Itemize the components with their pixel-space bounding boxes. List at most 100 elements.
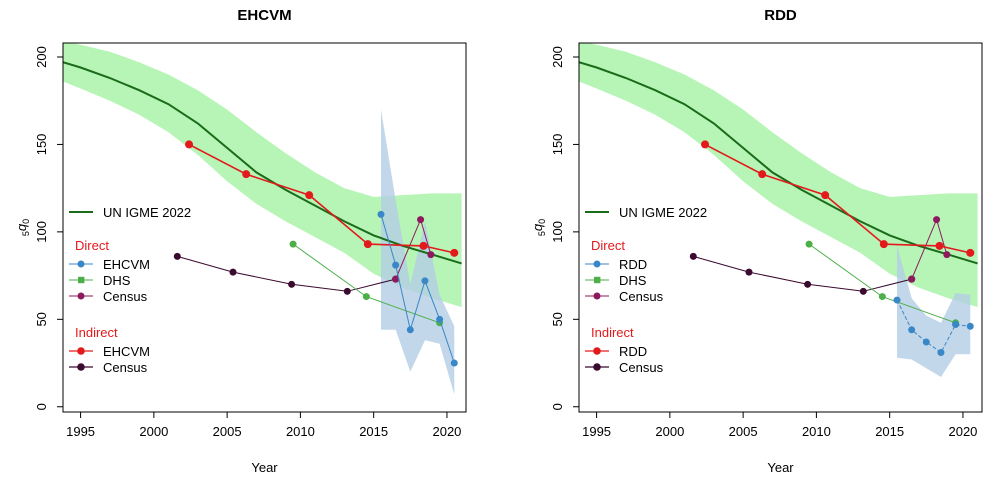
indirect-survey-point: [701, 140, 710, 149]
legend-direct-label: DHS: [619, 273, 647, 288]
direct-survey-uncertainty-band: [897, 245, 971, 377]
indirect-census-point: [343, 287, 351, 295]
direct-survey-point: [392, 261, 400, 269]
x-tick-label: 2020: [432, 424, 461, 439]
indirect-survey-point: [821, 191, 830, 200]
dhs-point: [805, 240, 813, 248]
x-tick-label: 1995: [66, 424, 95, 439]
direct-survey-point: [436, 315, 444, 323]
indirect-survey-point: [305, 191, 314, 200]
y-axis-label: 5q0: [530, 219, 547, 236]
census-direct-point: [943, 251, 951, 259]
indirect-census-point: [745, 268, 753, 276]
plot-frame: [578, 42, 983, 413]
y-tick-label: 150: [550, 134, 565, 156]
legend-direct-label: RDD: [619, 257, 647, 272]
legend-indirect-heading: Indirect: [591, 325, 634, 340]
igme-line: [579, 61, 978, 265]
y-axis-label-prefix: 5: [21, 231, 31, 236]
x-tick-label: 2015: [875, 424, 904, 439]
indirect-census-point: [804, 280, 812, 288]
legend-igme-label: UN IGME 2022: [103, 205, 191, 220]
direct-survey-uncertainty-band: [381, 109, 455, 395]
legend-indirect-label: EHCVM: [103, 344, 150, 359]
direct-survey-line: [380, 214, 455, 364]
legend-indirect-label: Census: [103, 360, 148, 375]
indirect-survey-point: [363, 240, 372, 249]
x-tick-label: 2015: [359, 424, 388, 439]
indirect-census-point: [288, 280, 296, 288]
plot-area: [579, 43, 978, 377]
y-tick-label: 200: [550, 46, 565, 68]
indirect-survey-point: [758, 170, 767, 179]
legend-direct-swatch-marker: [594, 276, 601, 284]
y-axis-label-sub: 0: [537, 219, 547, 224]
direct-survey-point: [377, 210, 385, 218]
legend-indirect-swatch-marker: [593, 363, 601, 371]
y-axis-label-main: q: [14, 223, 29, 231]
direct-survey-point: [421, 277, 429, 285]
legend-direct-swatch-marker: [593, 260, 601, 268]
legend-direct-label: DHS: [103, 273, 131, 288]
census-direct-point: [417, 216, 425, 224]
direct-survey-point: [966, 322, 974, 330]
plot-frame: [62, 42, 467, 413]
direct-survey-point: [450, 359, 458, 367]
y-axis-label-sub: 0: [21, 219, 31, 224]
y-tick-label: 0: [34, 403, 49, 410]
x-tick-label: 2000: [655, 424, 684, 439]
direct-survey-point: [922, 338, 930, 346]
y-tick-label: 0: [550, 403, 565, 410]
legend-igme-label: UN IGME 2022: [619, 205, 707, 220]
x-tick-label: 2010: [286, 424, 315, 439]
x-axis-label: Year: [767, 460, 794, 475]
indirect-census-point: [229, 268, 237, 276]
dhs-point: [878, 293, 886, 301]
indirect-survey-point: [879, 240, 888, 249]
census-direct-point: [908, 275, 916, 283]
direct-survey-point: [937, 349, 945, 357]
direct-survey-point: [952, 321, 960, 329]
x-tick-label: 2000: [139, 424, 168, 439]
x-tick-label: 2020: [948, 424, 977, 439]
indirect-survey-point: [242, 170, 251, 179]
x-tick-label: 2010: [802, 424, 831, 439]
legend-indirect-label: Census: [619, 360, 664, 375]
direct-survey-point: [406, 326, 414, 334]
legend-direct-label: EHCVM: [103, 257, 150, 272]
x-axis-label: Year: [251, 460, 278, 475]
y-axis-label-main: q: [530, 223, 545, 231]
chart-title: EHCVM: [237, 7, 291, 24]
legend-indirect-swatch-marker: [593, 347, 601, 355]
indirect-survey-point: [966, 248, 975, 257]
indirect-census-point: [859, 287, 867, 295]
legend-indirect-label: RDD: [619, 344, 647, 359]
legend-direct-swatch-marker: [78, 276, 85, 284]
y-tick-label: 100: [34, 221, 49, 243]
y-axis-label-prefix: 5: [537, 231, 547, 236]
indirect-census-point: [689, 252, 697, 260]
plot-area: [63, 43, 462, 395]
legend-direct-swatch-marker: [593, 292, 601, 300]
legend-direct-swatch-marker: [77, 292, 85, 300]
legend-direct-label: Census: [619, 289, 664, 304]
indirect-survey-line: [188, 143, 455, 254]
legend-direct-heading: Direct: [75, 238, 109, 253]
y-tick-label: 50: [34, 312, 49, 326]
indirect-survey-line: [704, 143, 971, 254]
direct-survey-point: [893, 296, 901, 304]
legend-direct-heading: Direct: [591, 238, 625, 253]
indirect-survey-point: [450, 248, 459, 257]
chart-title: RDD: [764, 7, 797, 24]
legend-indirect-swatch-marker: [77, 347, 85, 355]
y-tick-label: 50: [550, 312, 565, 326]
legend-indirect-heading: Indirect: [75, 325, 118, 340]
dhs-point: [289, 240, 297, 248]
indirect-survey-point: [935, 241, 944, 250]
legend-direct-label: Census: [103, 289, 148, 304]
direct-survey-point: [908, 326, 916, 334]
census-direct-point: [427, 251, 435, 259]
